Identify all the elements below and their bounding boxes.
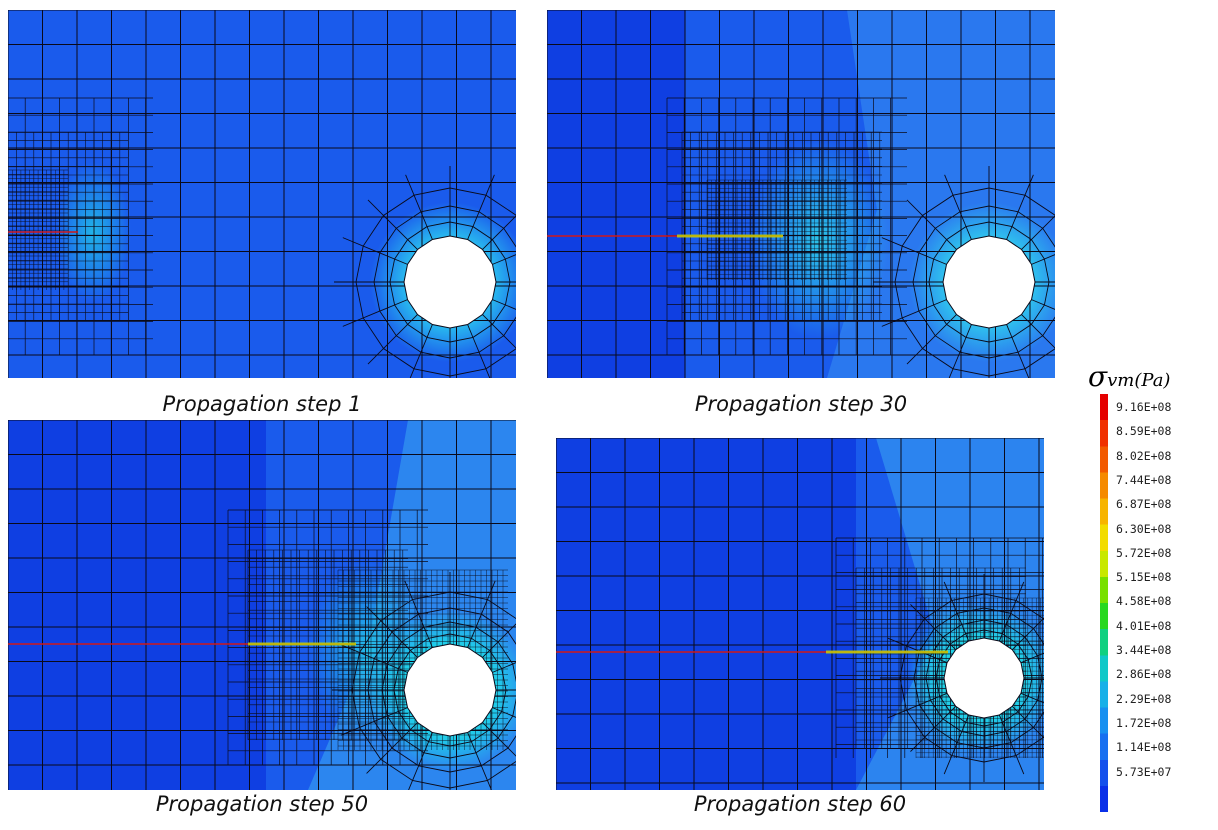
colorbar-title: σvm(Pa) [1088, 360, 1218, 393]
colorbar-legend: σvm(Pa) 9.16E+08 8.59E+08 8.02E+08 7.44E+08… [1088, 360, 1216, 820]
colorbar-tick-label: 4.58E+08 [1116, 594, 1172, 609]
colorbar-tick-label: 6.30E+08 [1116, 521, 1172, 536]
colorbar-subscript: vm(Pa) [1107, 370, 1171, 391]
hole [403, 235, 497, 329]
caption-step-30: Propagation step 30 [694, 392, 908, 416]
panel-step-30: Propagation step 30 [547, 10, 1055, 416]
colorbar-tick-label: 6.87E+08 [1116, 497, 1172, 512]
colorbar-tick-label: 8.59E+08 [1116, 424, 1172, 439]
colorbar-tick-label: 2.86E+08 [1116, 667, 1172, 682]
colorbar-symbol: σ [1088, 360, 1108, 393]
caption-step-60: Propagation step 60 [693, 792, 907, 816]
colorbar-tick-label: 5.73E+07 [1116, 764, 1172, 779]
low-stress-region [8, 420, 266, 790]
colorbar-tick-label: 1.14E+08 [1116, 740, 1172, 755]
colorbar-tick-label: 5.15E+08 [1116, 570, 1172, 585]
low-stress-region [556, 438, 856, 790]
colorbar-tick-label: 8.02E+08 [1116, 448, 1172, 463]
hole [942, 235, 1036, 329]
hole [403, 643, 497, 737]
panel-step-50: Propagation step 50 [8, 420, 516, 816]
colorbar-tick-label: 3.44E+08 [1116, 643, 1172, 657]
caption-step-1: Propagation step 1 [162, 392, 362, 416]
colorbar-tick-label: 4.01E+08 [1116, 618, 1172, 633]
colorbar-tick-label: 5.72E+08 [1116, 545, 1172, 560]
colorbar-tick-label: 2.29E+08 [1116, 691, 1172, 706]
panel-step-1: Propagation step 1 [8, 10, 516, 416]
colorbar-tick-label: 9.16E+08 [1116, 400, 1172, 414]
colorbar [1100, 394, 1108, 812]
mesh-grid [556, 438, 1044, 790]
mesh-plot-step-50 [8, 420, 516, 790]
mesh-plot-step-1 [8, 10, 516, 378]
caption-step-50: Propagation step 50 [155, 792, 369, 816]
hole [943, 637, 1025, 719]
mesh-grid [8, 10, 516, 378]
mesh-plot-step-60 [556, 438, 1044, 790]
colorbar-tick-label: 7.44E+08 [1116, 472, 1172, 487]
mesh-plot-step-30 [547, 10, 1055, 378]
panel-step-60: Propagation step 60 [556, 438, 1044, 816]
colorbar-tick-label: 1.72E+08 [1116, 715, 1172, 730]
